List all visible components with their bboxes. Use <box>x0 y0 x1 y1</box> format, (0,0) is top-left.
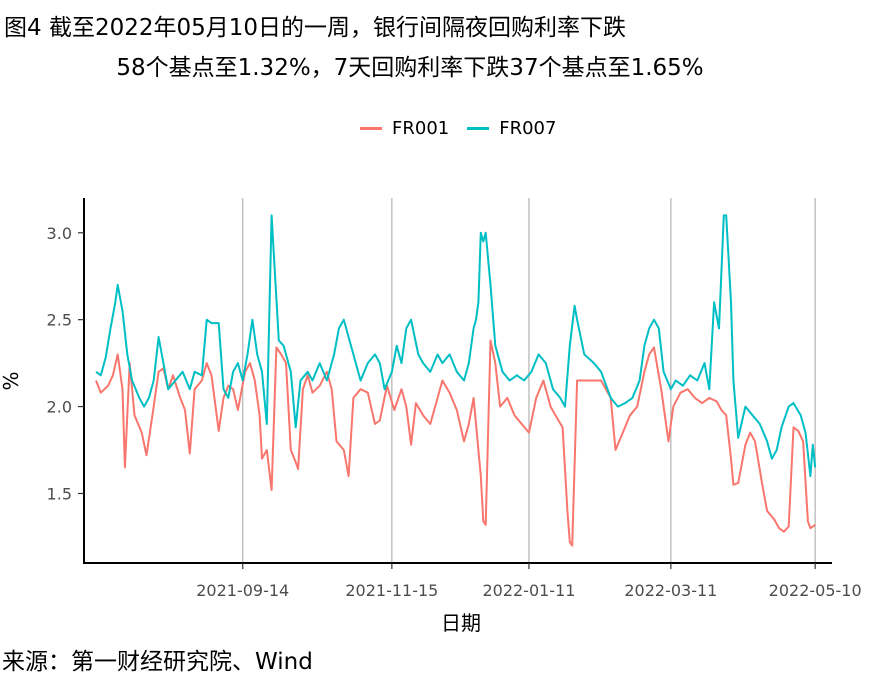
y-tick-label-2: 2.5 <box>47 311 72 330</box>
legend-label-fr001: FR001 <box>392 118 450 139</box>
source-note: 来源：第一财经研究院、Wind <box>2 649 313 675</box>
chart-legend: FR001 FR007 <box>360 118 574 139</box>
x-tick-label-0: 2021-09-14 <box>196 581 289 600</box>
legend-key-fr007 <box>467 127 490 130</box>
y-tick-label-1: 2.0 <box>47 398 72 417</box>
chart-title-line1: 图4 截至2022年05月10日的一周，银行间隔夜回购利率下跌 <box>4 15 627 41</box>
y-tick-label-0: 1.5 <box>47 484 72 503</box>
legend-label-fr007: FR007 <box>499 118 557 139</box>
chart-title-line2: 58个基点至1.32%，7天回购利率下跌37个基点至1.65% <box>116 55 704 81</box>
legend-item-fr001: FR001 <box>360 118 449 139</box>
series-line-fr001 <box>95 339 816 547</box>
x-tick-label-2: 2022-01-11 <box>482 581 575 600</box>
x-tick-label-3: 2022-03-11 <box>624 581 717 600</box>
legend-key-fr001 <box>360 127 382 130</box>
x-tick-label-1: 2021-11-15 <box>345 581 438 600</box>
y-tick-label-3: 3.0 <box>47 224 72 243</box>
y-axis-title: % <box>0 371 23 390</box>
x-tick-label-4: 2022-05-10 <box>769 581 862 600</box>
x-axis-title: 日期 <box>441 611 481 635</box>
series-line-fr007 <box>95 214 817 478</box>
legend-item-fr007: FR007 <box>467 118 556 139</box>
